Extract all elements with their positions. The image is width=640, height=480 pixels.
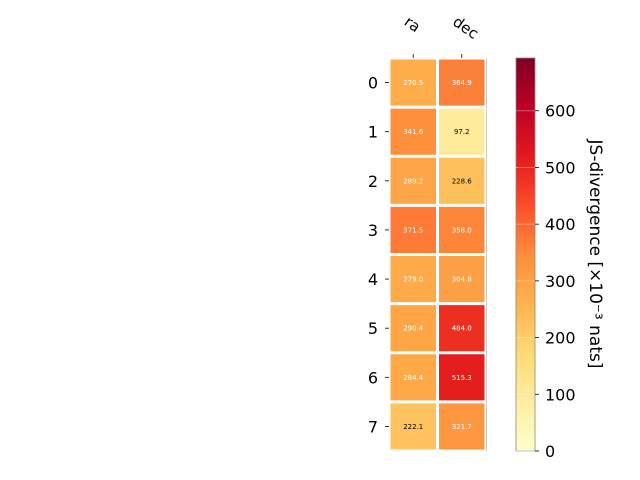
heatmap-cell-5-ra [390, 305, 436, 352]
heatmap-cell-0-ra [390, 59, 436, 106]
heatmap-cell-7-dec [439, 403, 485, 450]
heatmap-cell-3-ra [390, 206, 436, 253]
heatmap-cell-6-dec [439, 354, 485, 401]
heatmap-cell-6-ra [390, 354, 436, 401]
y-tick-label: 1 [368, 123, 378, 142]
colorbar-tick-label: 100 [545, 385, 576, 404]
heatmap-cell-7-ra [390, 403, 436, 450]
heatmap-cell-2-ra [390, 157, 436, 204]
colorbar-tick-label: 600 [545, 102, 576, 121]
colorbar-tick-label: 400 [545, 215, 576, 234]
colorbar-tick-label: 300 [545, 272, 576, 291]
heatmap-cell-1-ra [390, 108, 436, 155]
cell-value-label: 484.0 [452, 325, 472, 333]
cell-value-label: 279.0 [403, 276, 423, 284]
colorbar-tick-label: 0 [545, 442, 555, 461]
colorbar-label: JS-divergence [×10⁻³ nats] [585, 139, 605, 369]
colorbar-tick-label: 500 [545, 158, 576, 177]
cell-value-label: 371.5 [403, 226, 423, 234]
colorbar-tick-label: 200 [545, 329, 576, 348]
x-axis: ra dec [401, 13, 482, 58]
heatmap-cells: 270.5 364.9 341.6 97.2 289.2 228.6 371.5 358.0 2… [390, 59, 485, 450]
cell-value-label: 364.9 [452, 79, 472, 87]
cell-value-label: 97.2 [454, 128, 470, 136]
x-tick-label: ra [401, 13, 424, 37]
cell-value-label: 284.4 [403, 374, 424, 382]
cell-value-label: 270.5 [403, 79, 423, 87]
x-tick-label: dec [449, 13, 481, 43]
cell-value-label: 290.4 [403, 325, 424, 333]
y-tick-label: 4 [368, 270, 378, 289]
cell-value-label: 228.6 [452, 177, 473, 185]
heatmap-cell-4-dec [439, 256, 485, 303]
cell-value-label: 515.3 [452, 374, 472, 382]
cell-value-label: 304.8 [452, 276, 472, 284]
cell-value-label: 358.0 [452, 226, 472, 234]
y-axis: 0 1 2 3 4 5 6 7 [368, 74, 389, 436]
cell-value-label: 341.6 [403, 128, 424, 136]
cell-value-label: 222.1 [403, 423, 423, 431]
heatmap-cell-0-dec [439, 59, 485, 106]
cell-value-label: 289.2 [403, 177, 423, 185]
y-tick-label: 7 [368, 417, 378, 436]
colorbar-ticks: 0 100 200 300 400 500 600 [516, 102, 576, 461]
cell-value-label: 321.7 [452, 423, 472, 431]
y-tick-label: 6 [368, 368, 378, 387]
heatmap-cell-1-dec [439, 108, 485, 155]
y-tick-label: 3 [368, 221, 378, 240]
y-tick-label: 5 [368, 319, 378, 338]
heatmap-cell-2-dec [439, 157, 485, 204]
colorbar [515, 57, 536, 452]
heatmap-cell-4-ra [390, 256, 436, 303]
heatmap-cell-5-dec [439, 305, 485, 352]
y-tick-label: 2 [368, 172, 378, 191]
y-tick-label: 0 [368, 74, 378, 93]
heatmap-cell-3-dec [439, 206, 485, 253]
